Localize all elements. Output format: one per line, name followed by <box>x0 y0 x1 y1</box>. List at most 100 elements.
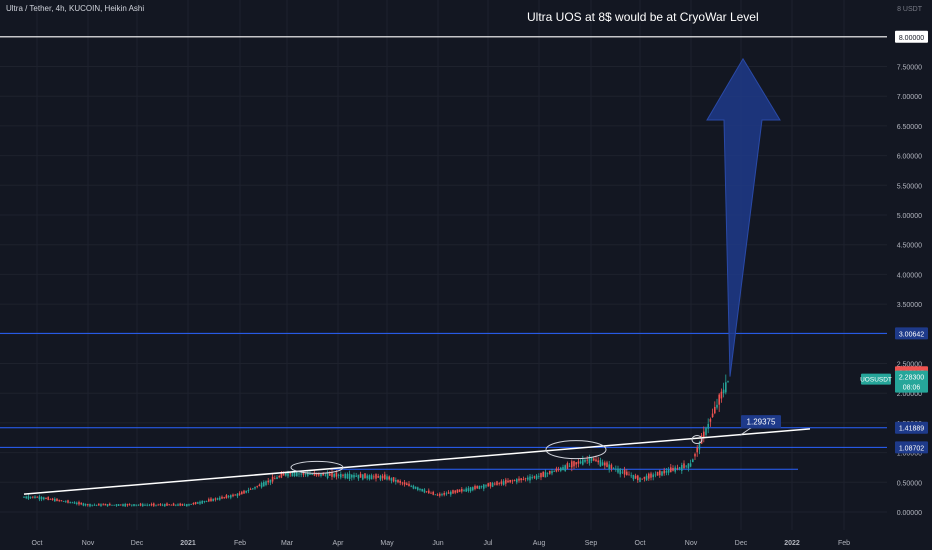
candle-body <box>494 483 496 485</box>
candle-body <box>476 486 478 489</box>
candle-body <box>516 478 518 483</box>
price-tick-label: 7.50000 <box>897 65 922 72</box>
candle-body <box>366 475 368 479</box>
candle-body <box>507 480 509 483</box>
candle-body <box>181 503 184 506</box>
candle-body <box>298 473 300 475</box>
candle-body <box>175 504 177 506</box>
candle-body <box>667 469 670 473</box>
candle-body <box>480 486 483 488</box>
price-axis[interactable]: 8 USDT 7.50000 7.00000 6.50000 6.00000 5.5000… <box>897 6 923 517</box>
price-tick-label: 5.50000 <box>897 183 922 190</box>
candle-body <box>150 504 153 506</box>
candle-body <box>397 479 399 483</box>
symbol-legend: Ultra / Tether, 4h, KUCOIN, Heikin Ashi <box>6 4 145 13</box>
candle-body <box>177 504 179 506</box>
candle-body <box>104 503 107 506</box>
candle-body <box>445 493 448 495</box>
candle-body <box>300 473 302 475</box>
time-tick-label: Apr <box>333 540 345 547</box>
candle-body <box>441 494 443 496</box>
candle-body <box>637 475 639 481</box>
candle-body <box>359 473 362 478</box>
candle-body <box>243 490 245 494</box>
candle-body <box>447 492 450 494</box>
candle-body <box>560 467 562 471</box>
candle-body <box>674 467 676 472</box>
symbol-tag <box>861 373 891 385</box>
candle-body <box>399 480 401 483</box>
price-axis-unit: 8 USDT <box>897 6 923 13</box>
candle-body <box>131 504 133 506</box>
candle-body <box>454 490 456 493</box>
candle-body <box>487 483 489 487</box>
candle-body <box>612 467 615 469</box>
candle-body <box>25 496 27 499</box>
candle-body <box>23 497 25 498</box>
candle-body <box>111 504 113 506</box>
candle-body <box>161 504 164 506</box>
candle-body <box>608 464 610 470</box>
candle-body <box>542 471 544 477</box>
candle-body <box>249 488 252 490</box>
candle-body <box>320 473 322 477</box>
price-tick-label: 1.00000 <box>897 451 922 458</box>
candle-body <box>412 485 415 489</box>
time-tick-label: Dec <box>735 540 748 547</box>
candle-body <box>194 502 197 505</box>
candle-body <box>403 482 406 485</box>
candle-body <box>549 470 551 474</box>
candle-body <box>344 473 346 479</box>
candle-body <box>183 504 186 506</box>
candle-body <box>568 465 571 467</box>
candle-body <box>709 419 712 422</box>
candle-body <box>126 504 129 506</box>
candle-body <box>678 467 681 469</box>
candle-body <box>498 483 500 485</box>
price-tick-label: 4.00000 <box>897 272 922 279</box>
candle-body <box>604 462 606 466</box>
price-tag-bg <box>895 327 928 340</box>
candle-body <box>562 467 564 470</box>
candle-body <box>142 504 144 507</box>
candle-body <box>421 488 423 492</box>
candle-body <box>27 496 30 499</box>
time-axis[interactable]: Oct Nov Dec 2021 Feb Mar Apr May Jun Jul Aug Sep Oct… <box>32 540 851 547</box>
price-tick-label: 6.00000 <box>897 154 922 161</box>
candle-body <box>538 476 540 478</box>
candle-body <box>630 475 632 477</box>
candle-body <box>373 476 375 478</box>
candle-body <box>388 476 390 480</box>
candle-body <box>60 500 63 502</box>
candle-body <box>115 504 118 506</box>
candle-body <box>230 495 232 498</box>
candle-body <box>89 503 91 507</box>
candle-body <box>584 459 586 462</box>
candle-body <box>524 478 527 480</box>
candle-body <box>258 484 261 487</box>
candle-body <box>458 489 461 492</box>
candle-body <box>263 482 265 487</box>
candle-body <box>293 472 296 477</box>
candle-body <box>599 460 602 467</box>
time-tick-label: Aug <box>533 540 546 547</box>
candle-body <box>241 491 243 495</box>
candle-body <box>676 468 679 469</box>
candle-body <box>95 504 98 506</box>
candle-body <box>555 468 558 472</box>
candle-body <box>287 471 289 477</box>
price-tag-label: 3.00642 <box>899 331 924 338</box>
candle-body <box>122 504 124 507</box>
current-price-tag <box>895 370 928 393</box>
candle-body <box>146 504 148 506</box>
candle-body <box>436 494 439 496</box>
candle-body <box>725 382 727 393</box>
candle-body <box>590 457 593 461</box>
candle-body <box>472 487 474 491</box>
candle-body <box>98 503 100 506</box>
trendline[interactable]: 1.29375 <box>23 415 811 495</box>
candle-body <box>656 471 659 476</box>
candle-body <box>76 502 78 504</box>
candle-body <box>43 497 45 500</box>
